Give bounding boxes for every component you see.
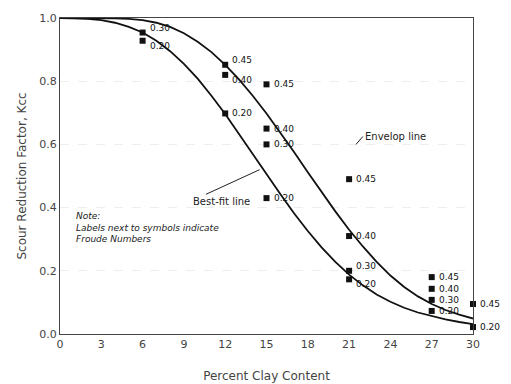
- svg-text:0.20: 0.20: [439, 306, 459, 316]
- svg-text:0.20: 0.20: [232, 108, 252, 118]
- svg-text:0.40: 0.40: [232, 75, 252, 85]
- svg-text:Note:Labels next to symbols in: Note:Labels next to symbols indicateFrou…: [76, 211, 219, 244]
- svg-text:Percent Clay Content: Percent Clay Content: [203, 369, 330, 383]
- svg-text:0.20: 0.20: [150, 41, 170, 51]
- svg-text:0.20: 0.20: [480, 322, 500, 332]
- svg-text:18: 18: [301, 338, 315, 351]
- svg-text:27: 27: [425, 338, 439, 351]
- svg-text:0.2: 0.2: [39, 265, 57, 278]
- svg-text:0.30: 0.30: [356, 261, 376, 271]
- svg-text:0.45: 0.45: [232, 55, 252, 65]
- svg-text:0.30: 0.30: [439, 295, 459, 305]
- svg-text:21: 21: [342, 338, 356, 351]
- svg-text:0.40: 0.40: [356, 231, 376, 241]
- svg-text:Best-fit line: Best-fit line: [193, 196, 250, 207]
- svg-text:3: 3: [98, 338, 105, 351]
- svg-text:30: 30: [466, 338, 480, 351]
- svg-text:0.45: 0.45: [480, 299, 500, 309]
- svg-text:0.30: 0.30: [150, 23, 170, 33]
- svg-text:9: 9: [180, 338, 187, 351]
- svg-text:0.40: 0.40: [274, 124, 294, 134]
- svg-text:0.0: 0.0: [39, 328, 57, 341]
- svg-text:24: 24: [383, 338, 397, 351]
- svg-text:0: 0: [57, 338, 64, 351]
- svg-text:6: 6: [139, 338, 146, 351]
- svg-text:0.20: 0.20: [274, 193, 294, 203]
- svg-text:Envelop line: Envelop line: [365, 131, 426, 142]
- svg-text:0.30: 0.30: [274, 139, 294, 149]
- svg-text:Scour Reduction Factor, Kcc: Scour Reduction Factor, Kcc: [15, 92, 29, 259]
- svg-text:0.6: 0.6: [39, 138, 57, 151]
- svg-text:0.45: 0.45: [274, 79, 294, 89]
- svg-text:1.0: 1.0: [39, 12, 57, 25]
- svg-text:0.8: 0.8: [39, 75, 57, 88]
- svg-text:0.20: 0.20: [356, 279, 376, 289]
- svg-text:0.45: 0.45: [356, 174, 376, 184]
- svg-text:0.40: 0.40: [439, 284, 459, 294]
- svg-text:0.4: 0.4: [39, 201, 57, 214]
- svg-text:0.45: 0.45: [439, 272, 459, 282]
- svg-text:12: 12: [218, 338, 232, 351]
- svg-text:15: 15: [260, 338, 274, 351]
